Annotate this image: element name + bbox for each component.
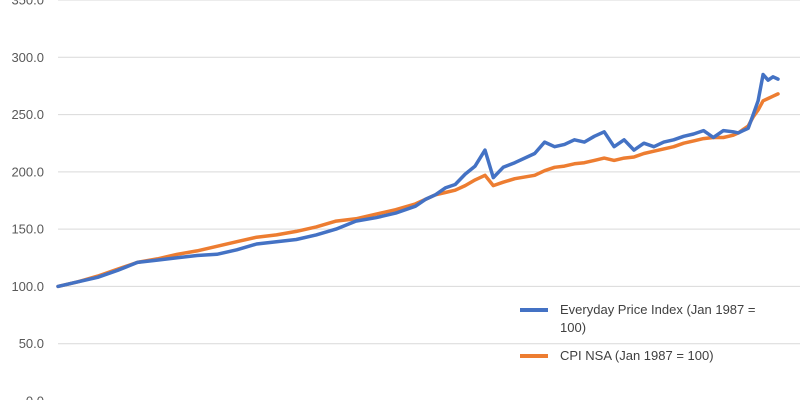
y-tick-label: 300.0 [11,50,44,65]
series-line-cpi-nsa [56,92,780,289]
y-tick-label: 250.0 [11,107,44,122]
legend-label-everyday-line-1: Everyday Price Index (Jan 1987 = [560,302,759,317]
legend-label-cpi-nsa: CPI NSA (Jan 1987 = 100) [560,348,714,363]
series-lines [56,72,780,289]
legend-label-everyday-line-2: 100) [560,320,586,335]
y-tick-label: 200.0 [11,164,44,179]
legend: Everyday Price Index (Jan 1987 = 100) CP… [520,302,759,363]
series-line-everyday-price-index [56,72,780,289]
y-tick-label: 150.0 [11,222,44,237]
gridlines [58,0,800,345]
y-tick-label: 50.0 [19,336,44,351]
y-tick-label: 100.0 [11,279,44,294]
y-tick-label: 0.0 [26,394,44,400]
y-axis-tick-labels: 0.0 50.0 100.0 150.0 200.0 250.0 300.0 350.0 [11,0,44,400]
legend-label-everyday-price-index: Everyday Price Index (Jan 1987 = 100) [560,302,759,335]
y-tick-label: 350.0 [11,0,44,8]
